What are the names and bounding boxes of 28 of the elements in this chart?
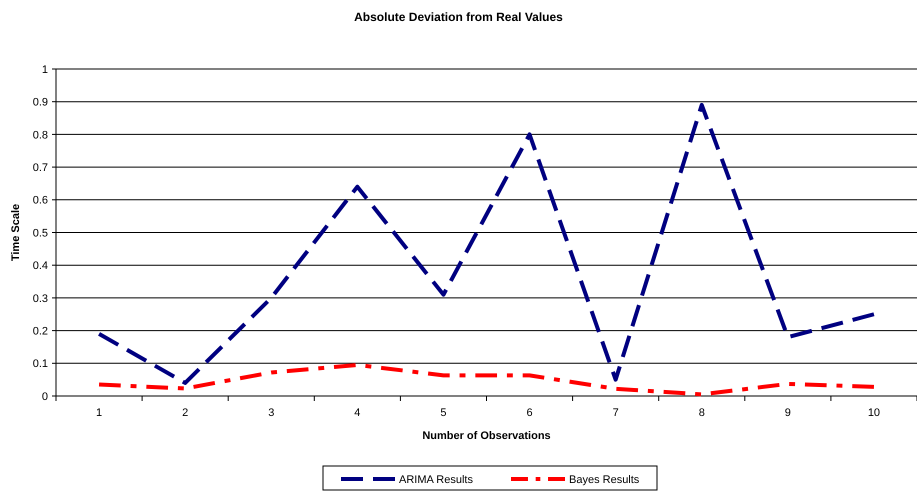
x-tick-label: 5 [440, 407, 447, 419]
y-tick-label: 0.3 [32, 292, 48, 305]
x-tick-label: 8 [698, 407, 705, 419]
legend-label: Bayes Results [569, 474, 640, 486]
y-tick-label: 0.6 [32, 194, 48, 207]
chart-title: Absolute Deviation from Real Values [354, 10, 564, 24]
y-tick-label: 0.5 [32, 227, 48, 240]
x-tick-label: 9 [784, 407, 791, 419]
y-tick-label: 0.4 [32, 260, 48, 272]
x-tick-label: 6 [526, 407, 533, 419]
y-tick-label: 1 [42, 64, 48, 76]
line-series [97, 362, 876, 396]
x-axis-title: Number of Observations [422, 430, 551, 442]
x-tick-label: 10 [868, 407, 880, 419]
y-axis-title: Time Scale [10, 204, 22, 262]
line-series [97, 102, 876, 385]
y-tick-label: 0.1 [32, 358, 48, 370]
x-tick-label: 3 [268, 407, 274, 419]
x-tick-label: 2 [182, 407, 188, 419]
y-tick-label: 0.8 [32, 129, 48, 142]
y-tick-label: 0.2 [32, 325, 48, 338]
x-tick-label: 7 [612, 407, 619, 419]
y-tick-label: 0 [42, 390, 48, 403]
x-tick-label: 1 [96, 407, 102, 419]
x-tick-label: 4 [354, 407, 360, 419]
legend-label: ARIMA Results [399, 474, 474, 486]
y-tick-label: 0.7 [32, 162, 48, 174]
y-tick-label: 0.9 [32, 96, 48, 109]
